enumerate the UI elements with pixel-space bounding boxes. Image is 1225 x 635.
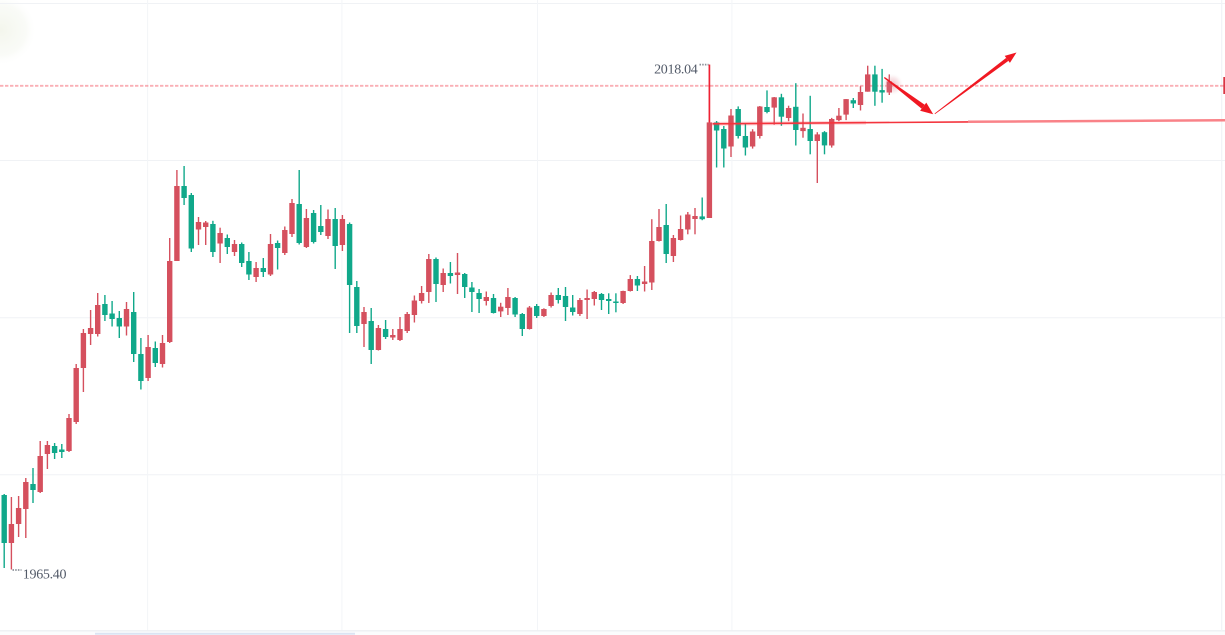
- svg-text:1965.40: 1965.40: [23, 567, 67, 582]
- svg-text:2018.04: 2018.04: [654, 62, 698, 77]
